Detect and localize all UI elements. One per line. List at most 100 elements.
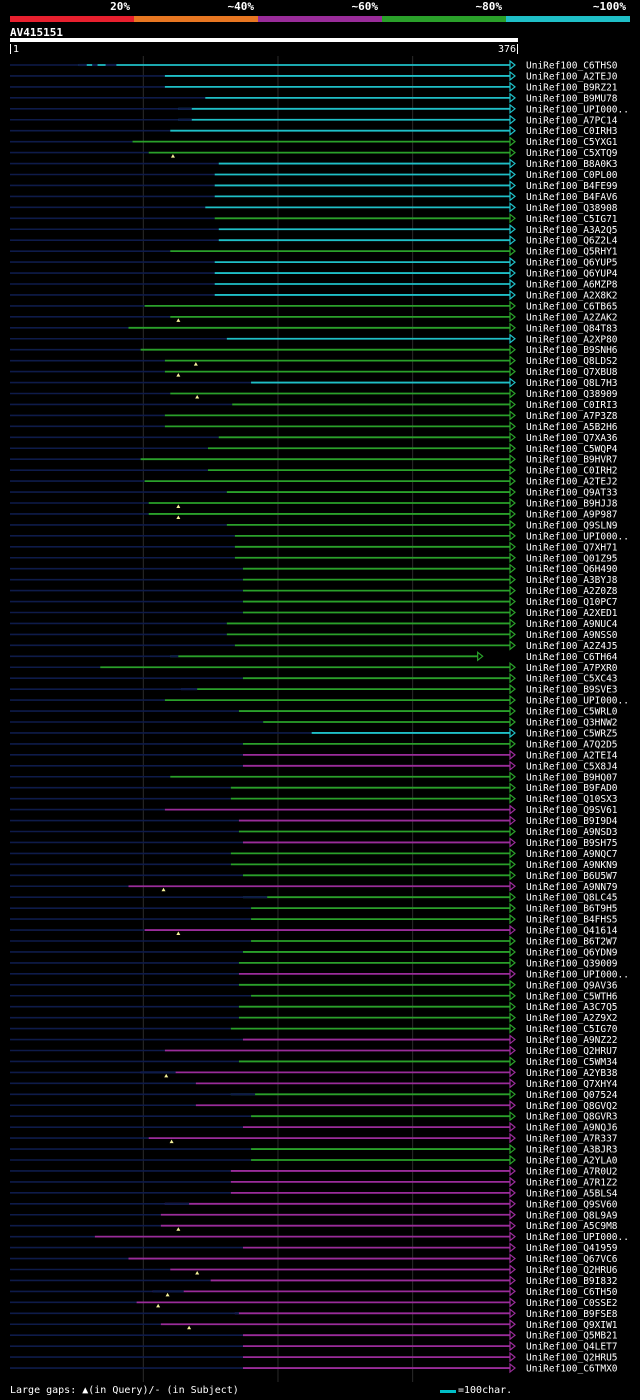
hit-name[interactable]: UniRef100_B9I9D4 [526,816,618,827]
hit-name[interactable]: UniRef100_A7R337 [526,1134,618,1145]
hit-name[interactable]: UniRef100_Q7XH71 [526,542,618,553]
hit-name[interactable]: UniRef100_Q6Z2L4 [526,236,618,247]
hit-name[interactable]: UniRef100_A9P987 [526,509,618,520]
hit-name[interactable]: UniRef100_A2YB38 [526,1068,618,1079]
hit-name[interactable]: UniRef100_A2TEJ0 [526,71,618,82]
hit-name[interactable]: UniRef100_B8A0K3 [526,159,618,170]
hit-name[interactable]: UniRef100_Q41614 [526,926,618,937]
hit-name[interactable]: UniRef100_B9SNH6 [526,345,618,356]
hit-name[interactable]: UniRef100_B4FHS5 [526,915,618,926]
hit-name[interactable]: UniRef100_Q7XBU8 [526,367,618,378]
hit-name[interactable]: UniRef100_C6THS0 [526,61,618,72]
hit-name[interactable]: UniRef100_Q8L7H3 [526,378,618,389]
hit-name[interactable]: UniRef100_Q6YDN9 [526,947,618,958]
hit-name[interactable]: UniRef100_C6TB65 [526,301,618,312]
hit-name[interactable]: UniRef100_Q41959 [526,1243,618,1254]
hit-name[interactable]: UniRef100_C0SSE2 [526,1298,618,1309]
hit-name[interactable]: UniRef100_A5B2H6 [526,422,618,433]
hit-name[interactable]: UniRef100_Q7XA36 [526,433,618,444]
hit-name[interactable]: UniRef100_A7P3Z8 [526,411,618,422]
hit-name[interactable]: UniRef100_UPI000.. [526,969,629,980]
hit-name[interactable]: UniRef100_Q5MB21 [526,1331,618,1342]
hit-name[interactable]: UniRef100_Q9SV60 [526,1199,618,1210]
hit-name[interactable]: UniRef100_A2Z4J5 [526,641,618,652]
hit-name[interactable]: UniRef100_Q6YUP5 [526,258,618,269]
hit-name[interactable]: UniRef100_C0IRH2 [526,466,618,477]
hit-name[interactable]: UniRef100_Q07524 [526,1090,618,1101]
hit-name[interactable]: UniRef100_A2X8K2 [526,290,618,301]
hit-name[interactable]: UniRef100_A7R0U2 [526,1166,618,1177]
hit-name[interactable]: UniRef100_A9NSD3 [526,827,618,838]
hit-name[interactable]: UniRef100_Q6YUP4 [526,269,618,280]
hit-name[interactable]: UniRef100_A3A2Q5 [526,225,618,236]
hit-name[interactable]: UniRef100_Q2HRU6 [526,1265,618,1276]
hit-name[interactable]: UniRef100_C5XC43 [526,674,618,685]
hit-name[interactable]: UniRef100_B9MU78 [526,93,618,104]
hit-name[interactable]: UniRef100_Q8GVR3 [526,1112,618,1123]
hit-name[interactable]: UniRef100_UPI000.. [526,104,629,115]
hit-name[interactable]: UniRef100_C5WM34 [526,1057,618,1068]
hit-name[interactable]: UniRef100_C5IG71 [526,214,618,225]
hit-name[interactable]: UniRef100_A9NSS0 [526,630,618,641]
hit-name[interactable]: UniRef100_A2Z9X2 [526,1013,618,1024]
hit-name[interactable]: UniRef100_Q10SX3 [526,794,618,805]
hit-name[interactable]: UniRef100_B9FAD0 [526,783,618,794]
hit-name[interactable]: UniRef100_A2Z0Z8 [526,586,618,597]
hit-name[interactable]: UniRef100_B9SVE3 [526,685,618,696]
hit-name[interactable]: UniRef100_Q84T83 [526,323,618,334]
hit-name[interactable]: UniRef100_Q38908 [526,203,618,214]
hit-name[interactable]: UniRef100_B6T9H5 [526,904,618,915]
hit-name[interactable]: UniRef100_C5XTQ9 [526,148,618,159]
hit-name[interactable]: UniRef100_A7R1Z2 [526,1177,618,1188]
hit-name[interactable]: UniRef100_C0PL00 [526,170,618,181]
hit-name[interactable]: UniRef100_C5WQP4 [526,444,618,455]
hit-name[interactable]: UniRef100_C6TH50 [526,1287,618,1298]
hit-name[interactable]: UniRef100_Q6H490 [526,564,618,575]
hit-name[interactable]: UniRef100_UPI000.. [526,696,629,707]
hit-name[interactable]: UniRef100_C6TMX0 [526,1364,618,1375]
hit-name[interactable]: UniRef100_A7PC14 [526,115,618,126]
hit-name[interactable]: UniRef100_A2TEI4 [526,750,618,761]
hit-name[interactable]: UniRef100_Q10PC7 [526,597,618,608]
hit-name[interactable]: UniRef100_C5IG70 [526,1024,618,1035]
hit-name[interactable]: UniRef100_A9NUC4 [526,619,618,630]
hit-name[interactable]: UniRef100_B9HQ07 [526,772,618,783]
hit-name[interactable]: UniRef100_Q3HNW2 [526,718,618,729]
hit-name[interactable]: UniRef100_C5X8J4 [526,761,618,772]
hit-name[interactable]: UniRef100_Q39009 [526,958,618,969]
hit-name[interactable]: UniRef100_C0IRH3 [526,126,618,137]
hit-name[interactable]: UniRef100_Q5RHY1 [526,247,618,258]
hit-name[interactable]: UniRef100_C5WRZ5 [526,728,618,739]
hit-name[interactable]: UniRef100_B4FAV6 [526,192,618,203]
hit-name[interactable]: UniRef100_B9FSE8 [526,1309,618,1320]
hit-name[interactable]: UniRef100_B4FE99 [526,181,618,192]
hit-name[interactable]: UniRef100_A2XED1 [526,608,618,619]
hit-name[interactable]: UniRef100_Q2HRU7 [526,1046,618,1057]
hit-name[interactable]: UniRef100_B9HVR7 [526,455,618,466]
hit-name[interactable]: UniRef100_A9NQJ6 [526,1123,618,1134]
hit-name[interactable]: UniRef100_Q8GVQ2 [526,1101,618,1112]
hit-name[interactable]: UniRef100_A5C9M8 [526,1221,618,1232]
hit-name[interactable]: UniRef100_Q9SV61 [526,805,618,816]
hit-name[interactable]: UniRef100_Q7XHY4 [526,1079,618,1090]
hit-name[interactable]: UniRef100_B6T2W7 [526,937,618,948]
hit-name[interactable]: UniRef100_Q2HRU5 [526,1353,618,1364]
hit-name[interactable]: UniRef100_A9NN79 [526,882,618,893]
hit-name[interactable]: UniRef100_A9NZ22 [526,1035,618,1046]
hit-name[interactable]: UniRef100_UPI000.. [526,531,629,542]
hit-name[interactable]: UniRef100_C5YXG1 [526,137,618,148]
hit-name[interactable]: UniRef100_Q8L9A9 [526,1210,618,1221]
hit-name[interactable]: UniRef100_Q9AT33 [526,488,618,499]
hit-name[interactable]: UniRef100_C5WRL0 [526,707,618,718]
hit-name[interactable]: UniRef100_Q9AV36 [526,980,618,991]
hit-name[interactable]: UniRef100_A3BJR3 [526,1145,618,1156]
hit-name[interactable]: UniRef100_C6TH64 [526,652,618,663]
hit-name[interactable]: UniRef100_A2ZAK2 [526,312,618,323]
hit-name[interactable]: UniRef100_A2XP80 [526,334,618,345]
hit-name[interactable]: UniRef100_A6MZP8 [526,280,618,291]
hit-name[interactable]: UniRef100_Q8LC45 [526,893,618,904]
hit-name[interactable]: UniRef100_UPI000.. [526,1232,629,1243]
hit-name[interactable]: UniRef100_A3C7Q5 [526,1002,618,1013]
hit-name[interactable]: UniRef100_B6U5W7 [526,871,618,882]
hit-name[interactable]: UniRef100_A9NQC7 [526,849,618,860]
